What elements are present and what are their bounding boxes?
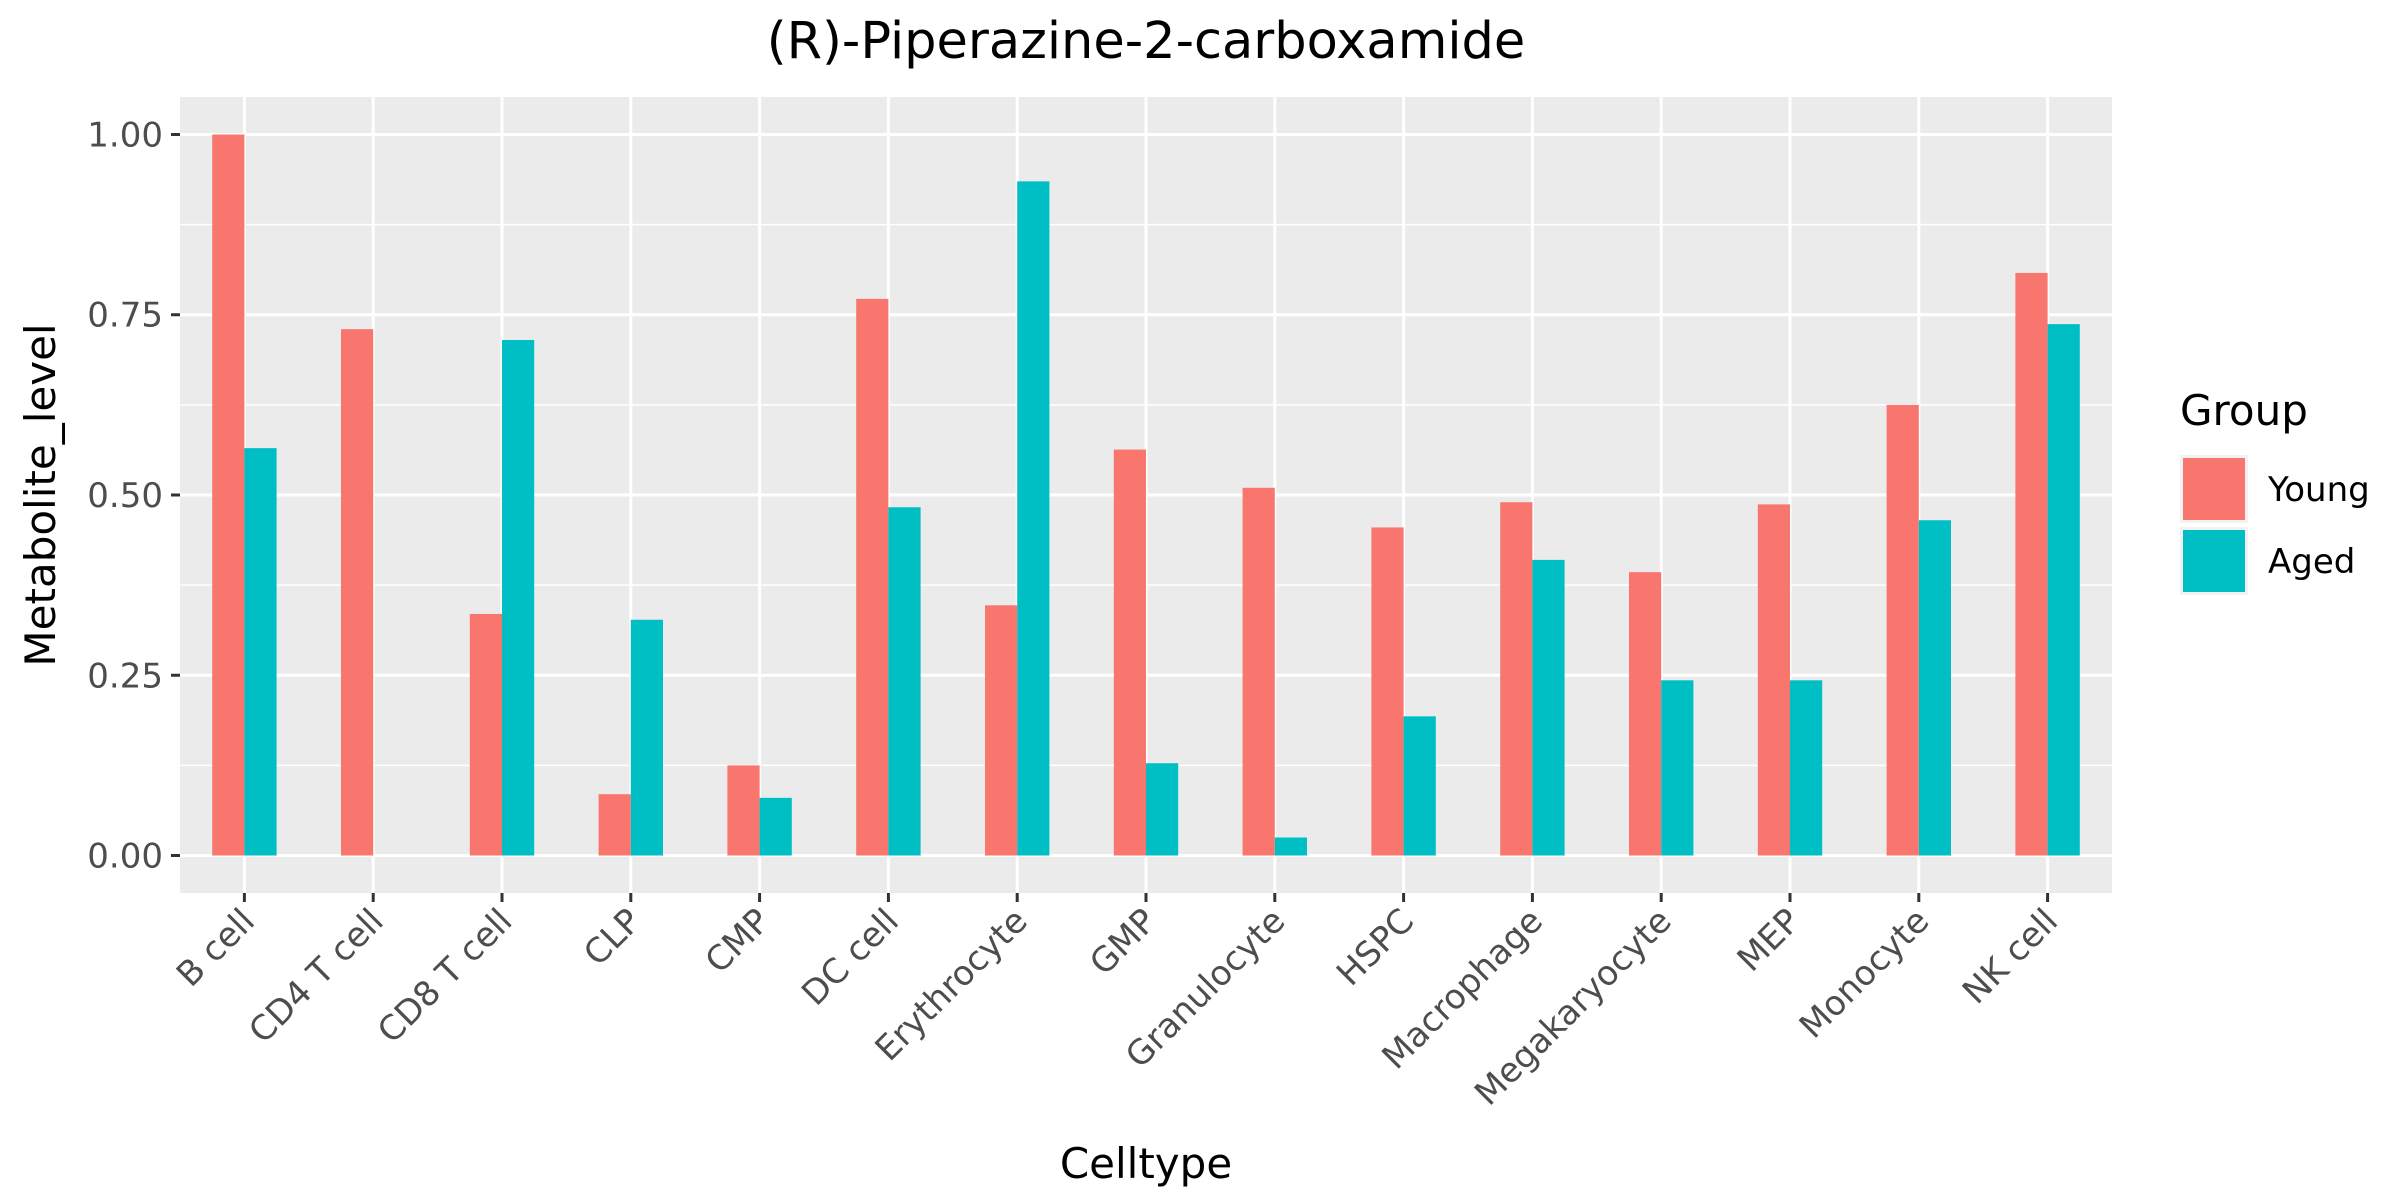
legend-label: Young (2267, 470, 2370, 510)
bar (1113, 449, 1146, 856)
bar (727, 765, 760, 856)
bar (630, 619, 663, 856)
bar (1532, 559, 1565, 856)
y-tick-label: 0.00 (87, 837, 163, 877)
y-tick-label: 0.25 (87, 656, 163, 696)
bar (1918, 520, 1951, 856)
bar (1757, 504, 1790, 856)
bar (212, 134, 245, 856)
bar (1242, 487, 1275, 856)
bar (1629, 572, 1662, 856)
bar (1274, 837, 1307, 856)
bar (759, 797, 792, 856)
y-axis-title: Metabolite_level (16, 323, 65, 666)
bar (1146, 763, 1179, 856)
legend-key (2183, 530, 2245, 592)
bar (1371, 527, 1404, 856)
bar (341, 329, 374, 856)
bar (1403, 716, 1436, 856)
bars (212, 134, 2080, 856)
legend: Group Young Aged (2180, 386, 2370, 595)
y-tick-label: 1.00 (87, 115, 163, 155)
bar (1790, 680, 1823, 856)
bar (1017, 181, 1050, 856)
bar (2015, 272, 2048, 856)
legend-label: Aged (2268, 542, 2355, 582)
bar (1886, 404, 1919, 856)
legend-key (2183, 458, 2245, 520)
y-tick-label: 0.75 (87, 296, 163, 336)
bar (244, 448, 277, 856)
bar (2047, 324, 2080, 856)
bar (1661, 680, 1694, 856)
bar (502, 339, 535, 856)
legend-items: Young Aged (2180, 455, 2370, 595)
bar (598, 794, 631, 856)
bar (888, 507, 921, 856)
bar (1500, 502, 1533, 856)
y-tick-label: 0.50 (87, 476, 163, 516)
legend-title: Group (2180, 386, 2308, 435)
bar (985, 605, 1018, 856)
x-axis-title: Celltype (1060, 1139, 1232, 1188)
bar (469, 613, 502, 856)
bar (856, 298, 889, 856)
chart-title: (R)-Piperazine-2-carboxamide (767, 12, 1526, 71)
